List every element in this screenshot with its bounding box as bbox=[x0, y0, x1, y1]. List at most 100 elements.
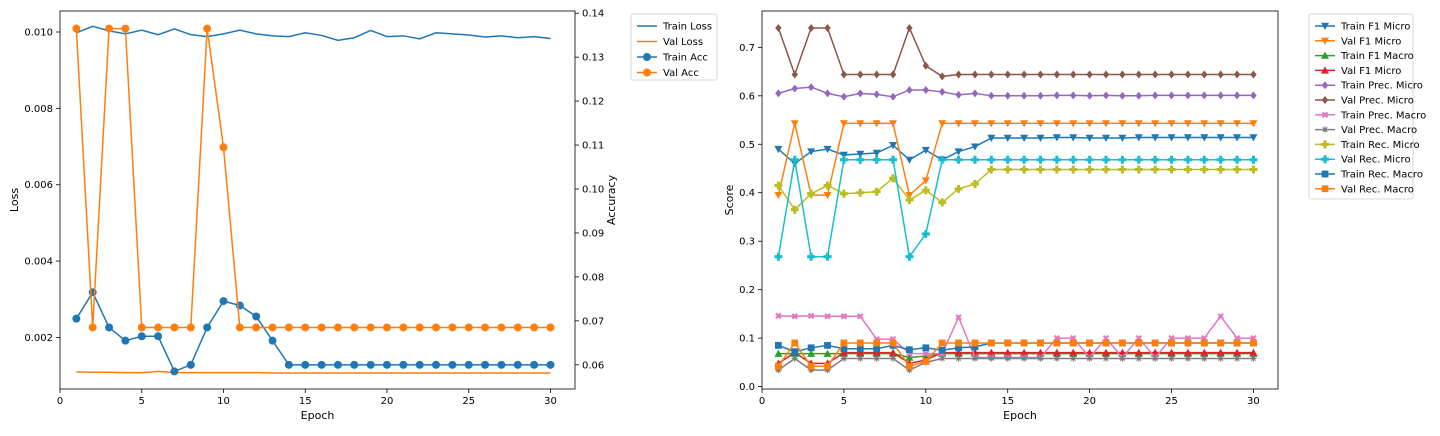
data-point bbox=[137, 323, 146, 332]
legend-label: Val Rec. Micro bbox=[1341, 155, 1411, 166]
y2-tick-label: 0.06 bbox=[582, 360, 604, 371]
legend-marker bbox=[1321, 140, 1329, 149]
data-point bbox=[840, 70, 848, 79]
data-point bbox=[1249, 354, 1258, 363]
data-point bbox=[906, 346, 913, 354]
data-point bbox=[1168, 70, 1175, 79]
data-point bbox=[268, 336, 277, 345]
data-point bbox=[889, 348, 898, 356]
data-point bbox=[1184, 91, 1192, 100]
x-tick-label: 15 bbox=[1001, 396, 1014, 407]
data-point bbox=[807, 83, 815, 92]
data-point bbox=[954, 155, 963, 164]
y-tick-label: 0.3 bbox=[739, 237, 755, 248]
data-point bbox=[1167, 134, 1176, 142]
data-point bbox=[464, 323, 473, 332]
legend-label: Val F1 Micro bbox=[1341, 36, 1401, 47]
series-layer bbox=[774, 23, 1258, 375]
legend-label: Val F1 Micro bbox=[1341, 66, 1401, 77]
data-point bbox=[1216, 155, 1225, 164]
data-point bbox=[1134, 120, 1143, 128]
data-point bbox=[1118, 134, 1127, 142]
data-point bbox=[906, 23, 913, 32]
data-point bbox=[481, 323, 490, 332]
data-point bbox=[955, 344, 962, 352]
legend-item: Val Rec. Macro bbox=[1315, 184, 1414, 195]
data-point bbox=[1070, 91, 1077, 100]
data-point bbox=[1003, 155, 1012, 164]
data-point bbox=[856, 339, 864, 347]
legend-item: Val F1 Micro bbox=[1315, 66, 1401, 77]
data-point bbox=[922, 85, 930, 94]
data-point bbox=[1233, 70, 1241, 79]
data-point bbox=[203, 323, 212, 332]
data-point bbox=[889, 120, 898, 128]
data-point bbox=[824, 89, 831, 98]
data-point bbox=[1184, 70, 1192, 79]
data-point bbox=[1217, 91, 1224, 100]
plot-area bbox=[762, 11, 1278, 389]
data-point bbox=[1020, 70, 1028, 79]
data-point bbox=[1003, 165, 1012, 174]
data-point bbox=[906, 362, 913, 370]
legend-label: Train Rec. Micro bbox=[1340, 140, 1420, 151]
data-point bbox=[399, 360, 408, 369]
data-point bbox=[938, 346, 946, 354]
series-train-prec-micro4 bbox=[775, 83, 1257, 101]
data-point bbox=[938, 72, 946, 81]
data-point bbox=[921, 186, 930, 195]
data-point bbox=[1069, 155, 1078, 164]
data-point bbox=[1086, 91, 1093, 100]
data-point bbox=[889, 354, 898, 363]
data-point bbox=[448, 323, 457, 332]
data-point bbox=[856, 345, 864, 353]
y-tick-label: 0.2 bbox=[739, 285, 755, 296]
data-point bbox=[807, 23, 815, 32]
data-point bbox=[1151, 354, 1160, 363]
data-point bbox=[807, 189, 816, 198]
data-point bbox=[203, 24, 212, 33]
data-point bbox=[872, 155, 881, 164]
legend-label: Val Acc bbox=[663, 68, 699, 79]
data-point bbox=[790, 120, 799, 128]
data-point bbox=[1183, 348, 1192, 356]
x-tick-label: 5 bbox=[841, 396, 847, 407]
data-point bbox=[872, 120, 881, 128]
data-point bbox=[987, 155, 996, 164]
data-point bbox=[872, 149, 881, 157]
data-point bbox=[824, 341, 831, 349]
data-point bbox=[905, 196, 914, 204]
data-point bbox=[938, 354, 947, 363]
legend-box bbox=[630, 13, 718, 81]
data-point bbox=[1217, 70, 1224, 79]
data-point bbox=[301, 323, 310, 332]
data-point bbox=[1020, 91, 1028, 100]
y-tick-label: 0.5 bbox=[739, 140, 755, 151]
data-point bbox=[856, 188, 865, 197]
data-point bbox=[1119, 70, 1126, 79]
data-point bbox=[889, 70, 897, 79]
data-point bbox=[382, 360, 391, 369]
legend-item: Val F1 Micro bbox=[1315, 36, 1401, 47]
y2-tick-label: 0.09 bbox=[582, 228, 604, 239]
legend-marker bbox=[1321, 125, 1329, 134]
data-point bbox=[774, 145, 783, 154]
data-point bbox=[415, 360, 424, 369]
y-tick-label: 0.008 bbox=[24, 104, 53, 115]
data-point bbox=[1134, 354, 1143, 363]
data-point bbox=[856, 348, 865, 356]
y-tick-label: 0.7 bbox=[739, 43, 755, 54]
data-point bbox=[856, 354, 865, 363]
legend-label: Train F1 Micro bbox=[1340, 22, 1410, 33]
data-point bbox=[921, 177, 930, 185]
data-point bbox=[988, 70, 995, 79]
data-point bbox=[1200, 134, 1209, 142]
data-point bbox=[857, 313, 864, 320]
data-point bbox=[235, 323, 244, 332]
data-point bbox=[481, 360, 490, 369]
data-point bbox=[1233, 348, 1242, 356]
data-point bbox=[955, 70, 962, 79]
data-point bbox=[1052, 348, 1061, 356]
data-point bbox=[1036, 134, 1045, 142]
data-point bbox=[807, 148, 816, 156]
